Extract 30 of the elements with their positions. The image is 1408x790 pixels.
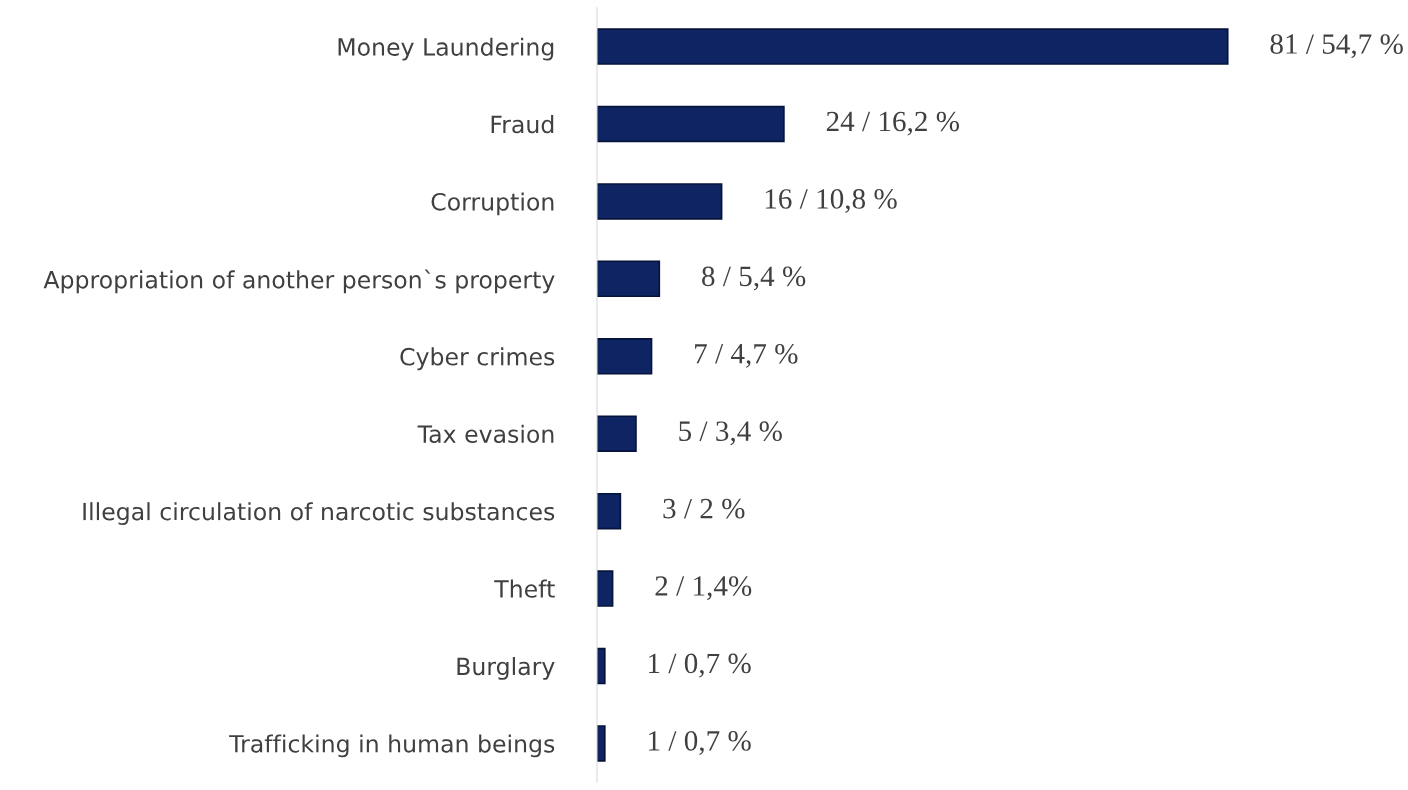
bar bbox=[597, 415, 637, 452]
bar bbox=[597, 725, 606, 762]
data-label: 16 / 10,8 % bbox=[765, 189, 897, 213]
bar bbox=[597, 260, 661, 298]
data-label: 5 / 3,4 % bbox=[679, 421, 782, 446]
bar bbox=[597, 338, 653, 375]
y-tick-label: Corruption bbox=[431, 192, 554, 216]
data-label: 7 / 4,7 % bbox=[695, 343, 798, 368]
bar bbox=[597, 570, 614, 607]
y-tick-label: Money Laundering bbox=[338, 37, 554, 61]
y-tick-label: Trafficking in human beings bbox=[229, 734, 555, 758]
bar bbox=[597, 647, 606, 685]
y-tick-label: Illegal circulation of narcotic substances bbox=[83, 502, 555, 526]
y-tick-label: Appropriation of another person`s property bbox=[43, 269, 555, 294]
bar bbox=[597, 28, 1229, 65]
y-tick-label: Theft bbox=[494, 579, 555, 598]
data-label: 2 / 1,4% bbox=[655, 576, 752, 601]
y-tick-label: Burglary bbox=[457, 657, 555, 680]
y-tick-label: Fraud bbox=[491, 115, 554, 134]
bar bbox=[597, 492, 622, 530]
data-label: 24 / 16,2 % bbox=[826, 111, 960, 136]
data-label: 3 / 2 % bbox=[663, 498, 745, 519]
bar bbox=[597, 105, 785, 143]
data-label: 1 / 0,7 % bbox=[649, 653, 751, 678]
data-label: 81 / 54,7 % bbox=[1270, 34, 1403, 59]
bar bbox=[597, 183, 723, 220]
data-label: 1 / 0,7 % bbox=[649, 731, 751, 755]
y-tick-label: Cyber crimes bbox=[400, 347, 555, 371]
y-tick-label: Tax evasion bbox=[417, 424, 554, 444]
data-label: 8 / 5,4 % bbox=[702, 266, 806, 291]
